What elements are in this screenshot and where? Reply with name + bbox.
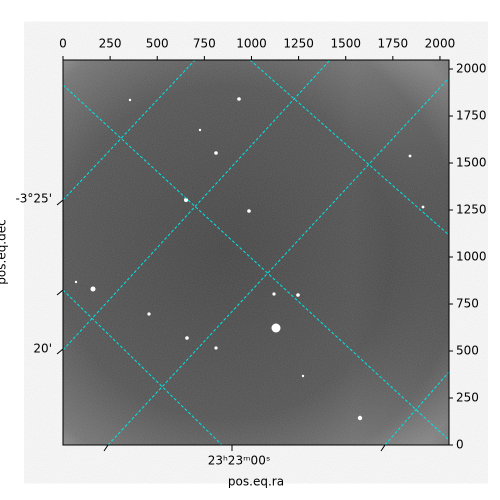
x-tick-label: 750 <box>193 37 216 51</box>
dec-tick-label: -3°25' <box>15 192 52 206</box>
x-tick-label: 1750 <box>378 37 409 51</box>
image <box>63 60 449 445</box>
y-tick-label: 750 <box>456 297 479 311</box>
x-tick-label: 250 <box>99 37 122 51</box>
y-axis-label: pos.eq.dec <box>0 219 9 284</box>
y-tick-label: 500 <box>456 344 479 358</box>
y-tick-label: 1500 <box>456 156 487 170</box>
x-tick-label: 0 <box>59 37 67 51</box>
x-tick-label: 2000 <box>425 37 456 51</box>
x-tick-label: 1000 <box>236 37 267 51</box>
y-tick-label: 1250 <box>456 203 487 217</box>
y-tick-label: 2000 <box>456 62 487 76</box>
dec-tick-label: 20' <box>33 342 52 356</box>
coordinate-grid <box>63 60 449 445</box>
frame <box>62 59 450 446</box>
x-axis-label: pos.eq.ra <box>228 475 284 489</box>
world-ticks <box>56 199 386 452</box>
stars <box>74 97 425 421</box>
x-tick-label: 500 <box>146 37 169 51</box>
y-tick-label: 1750 <box>456 109 487 123</box>
y-tick-label: 1000 <box>456 250 487 264</box>
y-tick-label: 250 <box>456 391 479 405</box>
y-tick-label: 0 <box>456 438 464 452</box>
x-tick-label: 1250 <box>283 37 314 51</box>
x-tick-label: 1500 <box>330 37 361 51</box>
ra-tick-label: 23ʰ23ᵐ00ˢ <box>208 454 271 468</box>
